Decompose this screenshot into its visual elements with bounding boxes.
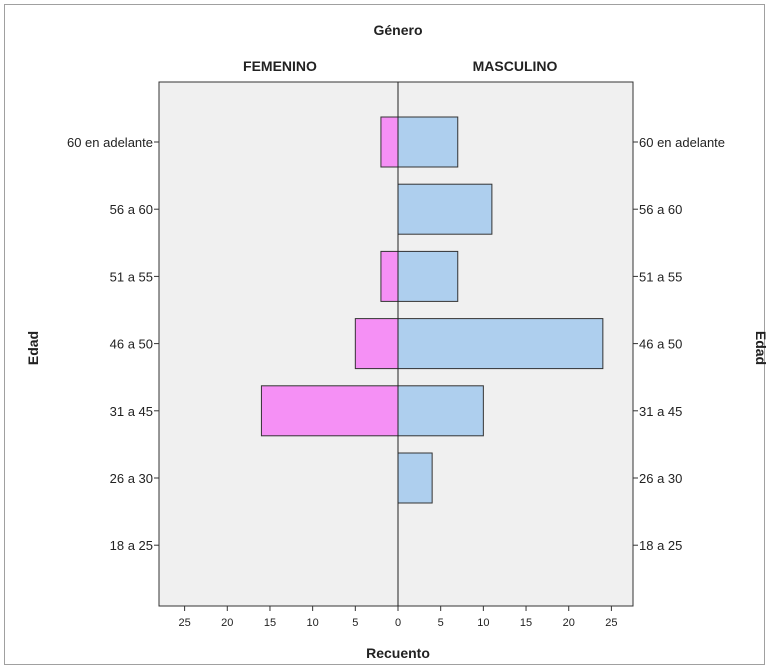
left-category-label-0: 60 en adelante [67,135,153,150]
x-tick-label-right-3: 15 [520,617,532,629]
right-category-label-2: 51 a 55 [639,269,682,284]
bar-masculino-4 [397,385,484,437]
left-category-label-5: 26 a 30 [110,471,153,486]
female-bars [260,116,399,437]
y-axis-label-right: Edad [753,331,766,365]
left-category-label-1: 56 a 60 [110,202,153,217]
x-tick-label-right-1: 5 [438,617,444,629]
x-tick-label-right-2: 10 [477,617,489,629]
bar-masculino-3 [397,318,604,370]
bar-femenino-0 [380,116,399,168]
right-category-label-4: 31 a 45 [639,404,682,419]
chart-title: Género [373,22,422,38]
x-tick-label-right-4: 20 [563,617,575,629]
x-tick-label-left-4: 5 [352,617,358,629]
x-tick-label-right-5: 25 [605,617,617,629]
left-category-label-6: 18 a 25 [110,538,153,553]
x-axis-label: Recuento [366,645,430,661]
x-tick-label-left-0: 25 [178,617,190,629]
right-category-label-6: 18 a 25 [639,538,682,553]
left-category-ticks: 60 en adelante 56 a 60 51 a 55 46 a 50 31 a … [67,135,159,553]
left-category-label-2: 51 a 55 [110,269,153,284]
bar-femenino-4 [260,385,399,437]
x-tick-label-left-5: 0 [395,617,401,629]
bar-masculino-1 [397,183,493,235]
bar-femenino-2 [380,250,399,302]
pyramid-chart: 60 en adelante 56 a 60 51 a 55 46 a 50 31 a … [25,22,766,661]
right-category-label-3: 46 a 50 [639,337,682,352]
right-category-ticks: 60 en adelante 56 a 60 51 a 55 46 a 50 31 a … [633,135,725,553]
bar-masculino-0 [397,116,459,168]
bar-femenino-3 [354,318,399,370]
panel-label-masculino: MASCULINO [473,58,558,74]
y-axis-label-left: Edad [25,331,41,365]
left-category-label-4: 31 a 45 [110,404,153,419]
chart-frame: 60 en adelante 56 a 60 51 a 55 46 a 50 31 a … [4,4,766,665]
x-tick-label-left-1: 20 [221,617,233,629]
x-axis-ticks: 25 20 15 10 5 0 5 10 15 20 25 [178,606,618,629]
x-tick-label-left-3: 10 [307,617,319,629]
panel-label-femenino: FEMENINO [243,58,317,74]
x-tick-label-left-2: 15 [264,617,276,629]
right-category-label-1: 56 a 60 [639,202,682,217]
right-category-label-5: 26 a 30 [639,471,682,486]
bar-masculino-5 [397,452,433,504]
right-category-label-0: 60 en adelante [639,135,725,150]
bar-masculino-2 [397,250,459,302]
left-category-label-3: 46 a 50 [110,337,153,352]
male-bars [397,116,604,504]
